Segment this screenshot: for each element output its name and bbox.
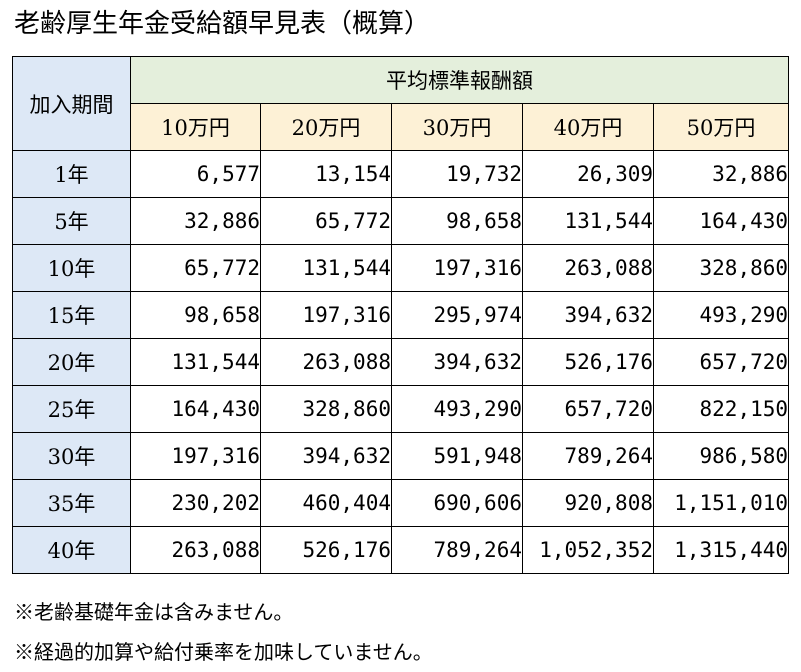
table-cell: 295,974 bbox=[391, 291, 523, 339]
table-cell: 789,264 bbox=[391, 526, 523, 574]
table-cell: 822,150 bbox=[652, 385, 790, 433]
table-cell: 986,580 bbox=[652, 432, 790, 480]
table-cell: 1,151,010 bbox=[652, 479, 790, 527]
table-cell: 263,088 bbox=[130, 526, 261, 574]
table-cell: 98,658 bbox=[130, 291, 261, 339]
table-cell: 263,088 bbox=[522, 244, 654, 292]
header-row-columns: 10万円 20万円 30万円 40万円 50万円 bbox=[13, 103, 790, 151]
notes: ※老齢基礎年金は含みません。 ※経過的加算や給付乗率を加味していません。 bbox=[14, 592, 433, 672]
table-cell: 197,316 bbox=[391, 244, 523, 292]
table-cell: 394,632 bbox=[391, 338, 523, 386]
table-cell: 328,860 bbox=[260, 385, 392, 433]
column-header: 20万円 bbox=[260, 103, 392, 151]
column-header: 50万円 bbox=[652, 103, 790, 151]
table-cell: 394,632 bbox=[522, 291, 654, 339]
row-label: 40年 bbox=[12, 526, 131, 574]
table-cell: 460,404 bbox=[260, 479, 392, 527]
table-cell: 197,316 bbox=[260, 291, 392, 339]
table-cell: 394,632 bbox=[260, 432, 392, 480]
pension-table: 加入期間 平均標準報酬額 10万円 20万円 30万円 40万円 50万円 1年… bbox=[12, 56, 790, 574]
row-label: 35年 bbox=[12, 479, 131, 527]
table-row: 5年 32,886 65,772 98,658 131,544 164,430 bbox=[12, 197, 790, 245]
table-cell: 591,948 bbox=[391, 432, 523, 480]
table-cell: 526,176 bbox=[260, 526, 392, 574]
table-row: 30年 197,316 394,632 591,948 789,264 986,580 bbox=[12, 432, 790, 480]
row-label: 30年 bbox=[12, 432, 131, 480]
table-body: 1年 6,577 13,154 19,732 26,309 32,886 5年 32,886 6… bbox=[12, 150, 790, 574]
table-cell: 328,860 bbox=[652, 244, 790, 292]
table-cell: 131,544 bbox=[260, 244, 392, 292]
group-header: 平均標準報酬額 bbox=[129, 56, 790, 104]
table-row: 15年 98,658 197,316 295,974 394,632 493,290 bbox=[12, 291, 790, 339]
table-cell: 26,309 bbox=[522, 150, 654, 198]
table-cell: 65,772 bbox=[260, 197, 392, 245]
header-row-group: 加入期間 平均標準報酬額 bbox=[12, 56, 790, 151]
table-row: 35年 230,202 460,404 690,606 920,808 1,151,010 bbox=[12, 479, 790, 527]
table-cell: 6,577 bbox=[130, 150, 261, 198]
row-label: 20年 bbox=[12, 338, 131, 386]
table-cell: 690,606 bbox=[391, 479, 523, 527]
table-row: 10年 65,772 131,544 197,316 263,088 328,860 bbox=[12, 244, 790, 292]
table-cell: 197,316 bbox=[130, 432, 261, 480]
table-cell: 98,658 bbox=[391, 197, 523, 245]
table-cell: 131,544 bbox=[522, 197, 654, 245]
note-line: ※老齢基礎年金は含みません。 bbox=[14, 600, 294, 624]
row-label: 10年 bbox=[12, 244, 131, 292]
table-row: 25年 164,430 328,860 493,290 657,720 822,150 bbox=[12, 385, 790, 433]
table-cell: 19,732 bbox=[391, 150, 523, 198]
row-label: 1年 bbox=[12, 150, 131, 198]
table-cell: 657,720 bbox=[652, 338, 790, 386]
table-cell: 13,154 bbox=[260, 150, 392, 198]
table-cell: 657,720 bbox=[522, 385, 654, 433]
column-header: 40万円 bbox=[522, 103, 654, 151]
table-cell: 131,544 bbox=[130, 338, 261, 386]
row-label: 5年 bbox=[12, 197, 131, 245]
period-header: 加入期間 bbox=[12, 56, 131, 151]
table-cell: 65,772 bbox=[130, 244, 261, 292]
table-cell: 920,808 bbox=[522, 479, 654, 527]
table-cell: 164,430 bbox=[652, 197, 790, 245]
table-cell: 1,315,440 bbox=[652, 526, 790, 574]
row-label: 15年 bbox=[12, 291, 131, 339]
page-title: 老齢厚生年金受給額早見表（概算） bbox=[14, 9, 431, 39]
table-row: 20年 131,544 263,088 394,632 526,176 657,720 bbox=[12, 338, 790, 386]
table-cell: 32,886 bbox=[652, 150, 790, 198]
table-cell: 789,264 bbox=[522, 432, 654, 480]
note-line: ※経過的加算や給付乗率を加味していません。 bbox=[14, 640, 433, 664]
table-row: 1年 6,577 13,154 19,732 26,309 32,886 bbox=[12, 150, 790, 198]
table-row: 40年 263,088 526,176 789,264 1,052,352 1,315,4… bbox=[12, 526, 790, 574]
table-cell: 493,290 bbox=[391, 385, 523, 433]
column-header: 10万円 bbox=[130, 103, 261, 151]
table-cell: 263,088 bbox=[260, 338, 392, 386]
table-cell: 230,202 bbox=[130, 479, 261, 527]
table-cell: 1,052,352 bbox=[522, 526, 654, 574]
table-cell: 164,430 bbox=[130, 385, 261, 433]
table-cell: 32,886 bbox=[130, 197, 261, 245]
table-cell: 526,176 bbox=[522, 338, 654, 386]
column-header: 30万円 bbox=[391, 103, 523, 151]
row-label: 25年 bbox=[12, 385, 131, 433]
table-cell: 493,290 bbox=[652, 291, 790, 339]
